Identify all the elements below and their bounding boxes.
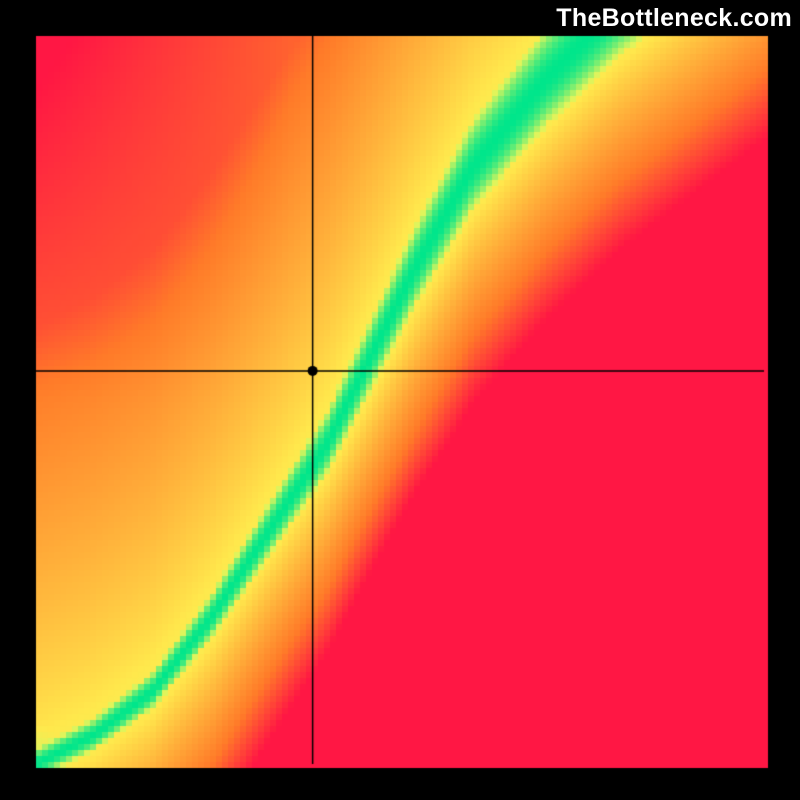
heatmap-canvas: [0, 0, 800, 800]
chart-container: TheBottleneck.com: [0, 0, 800, 800]
watermark-text: TheBottleneck.com: [556, 4, 792, 33]
